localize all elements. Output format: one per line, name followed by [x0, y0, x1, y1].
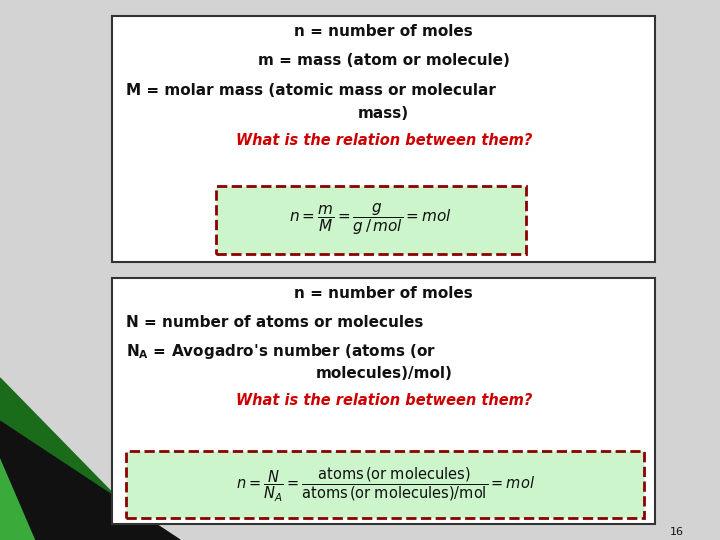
Text: $n = \dfrac{N}{N_A} = \dfrac{\mathrm{atoms\,(or\;molecules)}}{\mathrm{atoms\,(or: $n = \dfrac{N}{N_A} = \dfrac{\mathrm{ato…	[235, 465, 535, 503]
Text: What is the relation between them?: What is the relation between them?	[235, 393, 532, 408]
Text: 16: 16	[670, 527, 684, 537]
FancyBboxPatch shape	[112, 16, 655, 262]
Polygon shape	[0, 378, 158, 540]
Text: What is the relation between them?: What is the relation between them?	[235, 133, 532, 148]
Text: N$_\mathregular{A}$ = Avogadro's number (atoms (or: N$_\mathregular{A}$ = Avogadro's number …	[126, 342, 436, 361]
Polygon shape	[0, 421, 180, 540]
Text: n = number of moles: n = number of moles	[294, 24, 473, 39]
Text: M = molar mass (atomic mass or molecular: M = molar mass (atomic mass or molecular	[126, 83, 496, 98]
FancyBboxPatch shape	[112, 278, 655, 524]
Text: n = number of moles: n = number of moles	[294, 286, 473, 301]
Text: mass): mass)	[358, 106, 410, 121]
FancyBboxPatch shape	[216, 186, 526, 254]
Text: $n = \dfrac{m}{M} = \dfrac{g}{g\,/\,mol} = mol$: $n = \dfrac{m}{M} = \dfrac{g}{g\,/\,mol}…	[289, 201, 452, 237]
Text: m = mass (atom or molecule): m = mass (atom or molecule)	[258, 53, 510, 68]
Polygon shape	[0, 421, 115, 540]
Text: N = number of atoms or molecules: N = number of atoms or molecules	[126, 315, 423, 330]
Text: molecules)/mol): molecules)/mol)	[315, 366, 452, 381]
FancyBboxPatch shape	[126, 451, 644, 518]
